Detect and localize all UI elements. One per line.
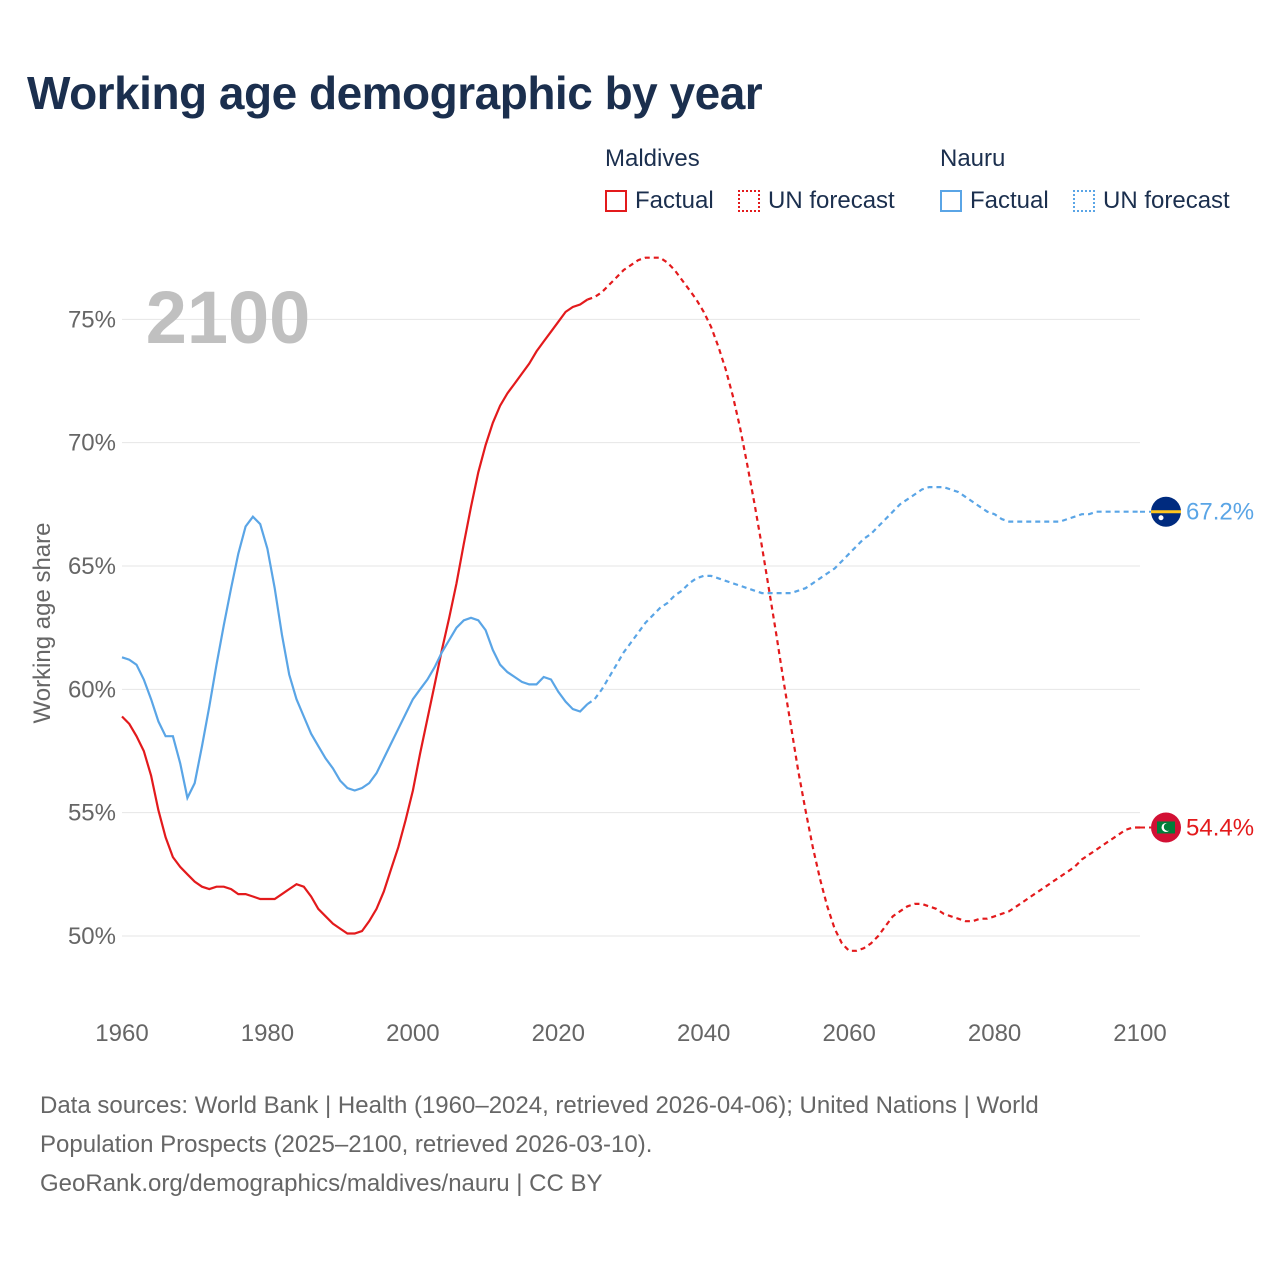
x-tick-label: 1980 [241,1020,294,1047]
legend-item-nauru-factual[interactable]: Factual [940,187,1049,215]
series-line-maldives-forecast[interactable] [587,256,1140,952]
y-tick-label: 55% [68,800,116,827]
series-line-nauru-forecast[interactable] [586,486,1140,706]
end-labels: 54.4% 67.2% [1140,496,1254,843]
y-tick-label: 60% [68,676,116,703]
y-tick-label: 70% [68,430,116,457]
legend-label: Factual [635,187,714,214]
x-tick-label: 2060 [822,1020,875,1047]
legend-swatch-solid [605,190,627,212]
legend-swatch-solid [940,190,962,212]
chart-title: Working age demographic by year [27,67,763,119]
maldives-flag-icon [1151,812,1181,843]
x-tick-label: 2080 [968,1020,1021,1047]
series-line-maldives-factual[interactable] [121,298,589,935]
y-axis-label: Working age share [29,523,56,724]
y-axis: 50% 55% 60% 65% 70% 75% [68,306,116,950]
x-tick-label: 1960 [95,1020,148,1047]
legend-group-title: Nauru [940,145,1006,172]
y-tick-label: 50% [68,923,116,950]
x-tick-label: 2000 [386,1020,439,1047]
footer: Data sources: World Bank | Health (1960–… [40,1086,1240,1203]
year-watermark: 2100 [146,276,311,359]
footer-credit[interactable]: GeoRank.org/demographics/maldives/nauru … [40,1170,603,1197]
legend-swatch-dotted [738,190,760,212]
grid-layer [122,318,1140,937]
legend-label: Factual [970,187,1049,214]
y-tick-label: 75% [68,306,116,333]
series-line-nauru-factual[interactable] [121,515,589,802]
nauru-flag-icon [1151,496,1181,527]
footer-source-line-2: Population Prospects (2025–2100, retriev… [40,1131,653,1158]
line-chart: 2100 50% 55% 60% 65% 70% 75% 1960 1980 2000 2020… [29,256,1254,1047]
x-tick-label: 2020 [532,1020,585,1047]
series-layer [121,256,1140,952]
x-tick-label: 2040 [677,1020,730,1047]
legend-label: UN forecast [768,187,895,214]
legend-item-nauru-forecast[interactable]: UN forecast [1073,187,1230,215]
x-tick-label: 2100 [1113,1020,1166,1047]
end-value-label-maldives: 54.4% [1186,814,1254,841]
legend-item-maldives-forecast[interactable]: UN forecast [738,187,895,215]
legend-group-title: Maldives [605,145,700,172]
footer-source-line-1: Data sources: World Bank | Health (1960–… [40,1092,1039,1119]
y-tick-label: 65% [68,553,116,580]
legend-item-maldives-factual[interactable]: Factual [605,187,714,215]
end-value-label-nauru: 67.2% [1186,499,1254,526]
x-axis: 1960 1980 2000 2020 2040 2060 2080 2100 [95,1020,1166,1047]
legend-label: UN forecast [1103,187,1230,214]
legend-swatch-dotted [1073,190,1095,212]
